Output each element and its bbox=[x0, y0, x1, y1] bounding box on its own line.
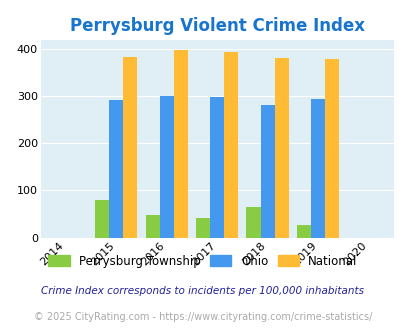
Bar bbox=[324, 59, 339, 238]
Bar bbox=[296, 225, 310, 238]
Bar bbox=[145, 214, 159, 238]
Bar bbox=[210, 97, 224, 238]
Bar bbox=[274, 58, 288, 238]
Bar bbox=[109, 100, 123, 238]
Text: Crime Index corresponds to incidents per 100,000 inhabitants: Crime Index corresponds to incidents per… bbox=[41, 286, 364, 296]
Title: Perrysburg Violent Crime Index: Perrysburg Violent Crime Index bbox=[70, 17, 364, 35]
Legend: Perrysburg Township, Ohio, National: Perrysburg Township, Ohio, National bbox=[43, 250, 362, 273]
Bar bbox=[246, 208, 260, 238]
Bar bbox=[95, 200, 109, 238]
Bar bbox=[123, 56, 137, 238]
Text: © 2025 CityRating.com - https://www.cityrating.com/crime-statistics/: © 2025 CityRating.com - https://www.city… bbox=[34, 312, 371, 322]
Bar bbox=[196, 218, 210, 238]
Bar bbox=[224, 52, 238, 238]
Bar bbox=[159, 96, 173, 238]
Bar bbox=[310, 99, 324, 238]
Bar bbox=[173, 50, 188, 238]
Bar bbox=[260, 105, 274, 238]
